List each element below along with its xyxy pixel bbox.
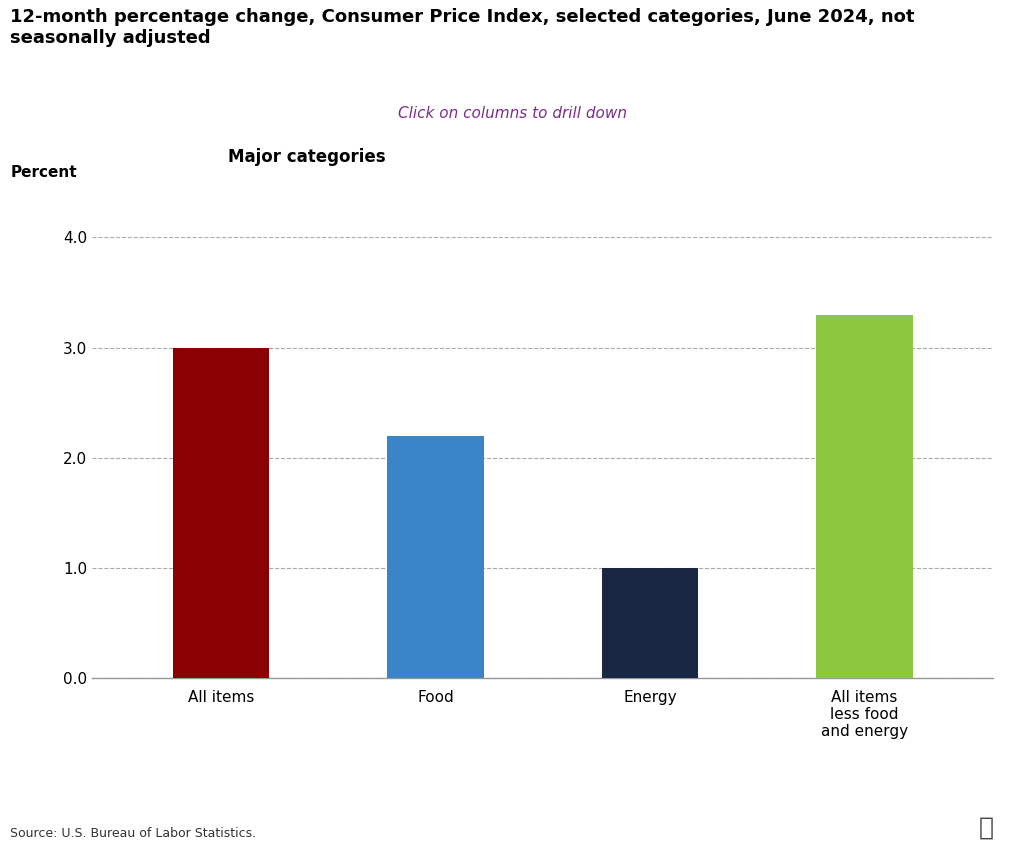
Text: Percent: Percent <box>10 165 77 181</box>
Bar <box>173 348 269 678</box>
Bar <box>816 315 912 678</box>
Bar <box>602 568 698 678</box>
Text: Click on columns to drill down: Click on columns to drill down <box>397 106 627 121</box>
Text: 12-month percentage change, Consumer Price Index, selected categories, June 2024: 12-month percentage change, Consumer Pri… <box>10 8 914 47</box>
Bar <box>387 436 483 678</box>
Text: ⤓: ⤓ <box>978 816 993 840</box>
Text: Major categories: Major categories <box>228 148 386 166</box>
Text: Source: U.S. Bureau of Labor Statistics.: Source: U.S. Bureau of Labor Statistics. <box>10 827 256 840</box>
